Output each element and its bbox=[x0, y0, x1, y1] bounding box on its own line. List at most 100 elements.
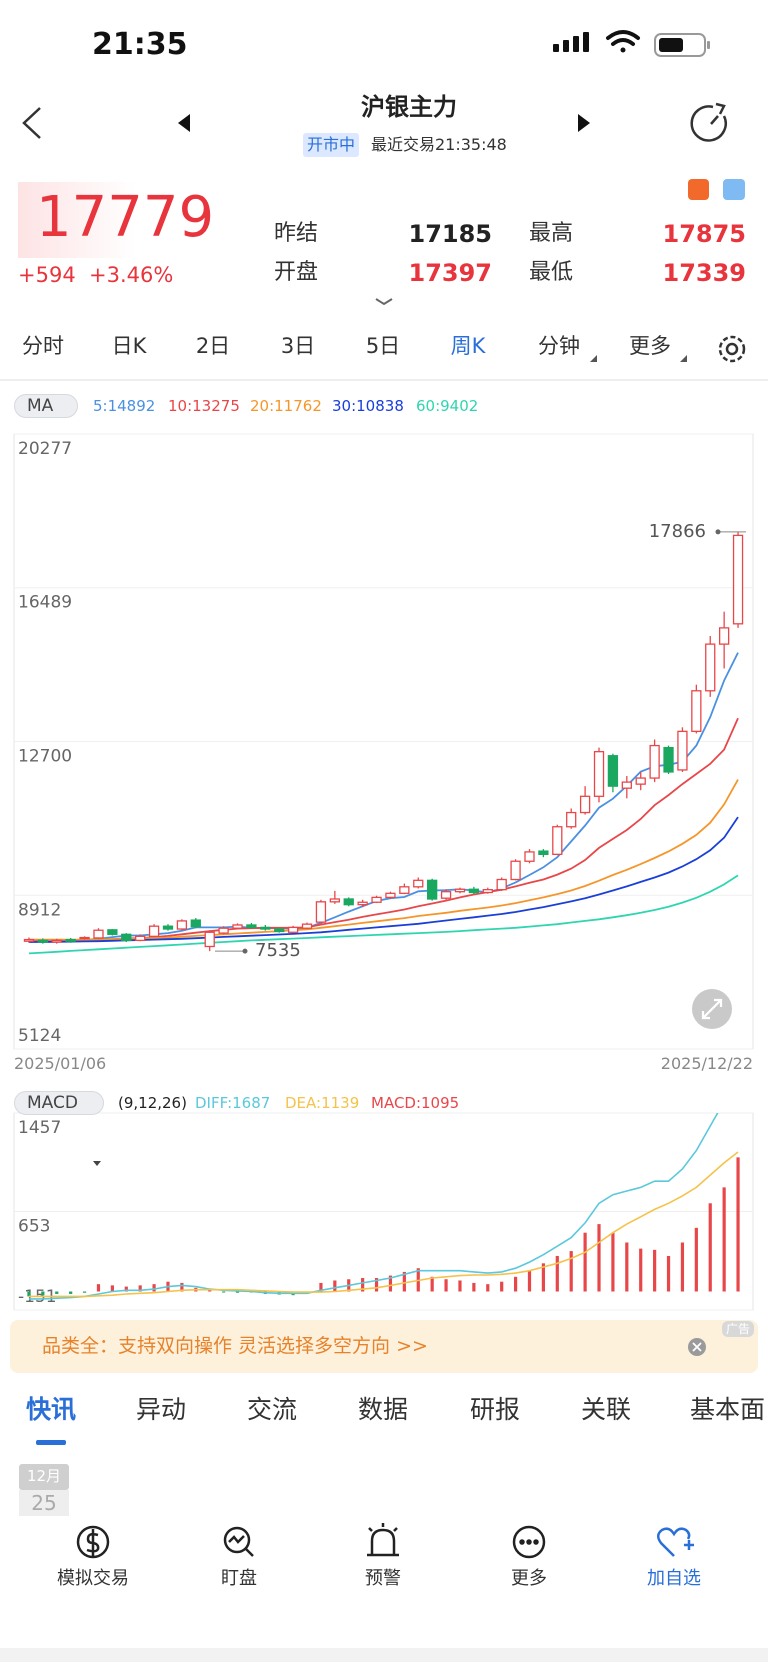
candle-body bbox=[677, 730, 688, 771]
news-tab-active[interactable]: 快讯 bbox=[25, 1395, 77, 1424]
settings-button[interactable] bbox=[718, 335, 746, 363]
candle-body bbox=[107, 929, 118, 935]
macd-bar bbox=[208, 1290, 212, 1292]
quote-value: 17339 bbox=[662, 259, 747, 287]
dropdown-arrow bbox=[93, 1161, 101, 1166]
macd-params: (9,12,26) bbox=[118, 1094, 187, 1112]
fullscreen-button[interactable] bbox=[692, 989, 732, 1029]
candle-body bbox=[329, 898, 340, 903]
candle-body bbox=[315, 901, 327, 923]
quote-value: 17875 bbox=[662, 220, 747, 248]
y-tick-label: 5124 bbox=[18, 1026, 61, 1046]
watch-icon[interactable] bbox=[223, 1526, 254, 1557]
period-tab[interactable]: 3日 bbox=[280, 334, 316, 358]
battery-icon bbox=[654, 33, 710, 57]
more-icon[interactable] bbox=[512, 1525, 546, 1559]
macd-bar bbox=[361, 1278, 365, 1292]
quote-label: 最高 bbox=[529, 221, 574, 246]
candle-body bbox=[663, 746, 674, 773]
candle-body bbox=[23, 938, 35, 942]
ad-close[interactable] bbox=[688, 1338, 706, 1356]
period-tab[interactable]: 分时 bbox=[22, 334, 64, 358]
next-contract[interactable] bbox=[578, 114, 590, 132]
main-indicator-select[interactable]: MA bbox=[14, 394, 78, 418]
quote-label: 昨结 bbox=[274, 221, 319, 246]
favorite-icon[interactable] bbox=[657, 1527, 694, 1557]
candle-body bbox=[274, 928, 285, 933]
tab-dropdown bbox=[680, 355, 687, 362]
sub-indicator-select[interactable]: MACD bbox=[14, 1091, 104, 1115]
news-tab[interactable]: 数据 bbox=[357, 1395, 409, 1424]
end-date: 2025/12/22 bbox=[660, 1054, 753, 1073]
candle-body bbox=[385, 892, 396, 899]
y-tick-label: 12700 bbox=[18, 747, 72, 767]
period-tab[interactable]: 5日 bbox=[365, 334, 401, 358]
alert-icon[interactable] bbox=[367, 1523, 399, 1557]
macd-bar bbox=[527, 1270, 532, 1292]
macd-bar bbox=[736, 1157, 740, 1292]
expand-quote[interactable] bbox=[375, 298, 393, 306]
macd-bar bbox=[555, 1255, 559, 1292]
macd-bar bbox=[458, 1280, 462, 1292]
news-tab[interactable]: 异动 bbox=[135, 1395, 187, 1424]
date-day: 25 bbox=[31, 1491, 57, 1515]
chart-icon[interactable] bbox=[723, 179, 745, 200]
macd-line bbox=[29, 1113, 719, 1300]
simulate-icon[interactable] bbox=[76, 1525, 110, 1559]
macd-plot bbox=[27, 1113, 740, 1300]
back-button[interactable] bbox=[22, 107, 41, 139]
period-tab[interactable]: 日K bbox=[111, 334, 147, 358]
bottom-action[interactable]: 盯盘 bbox=[221, 1568, 257, 1589]
bottom-action[interactable]: 预警 bbox=[365, 1568, 401, 1589]
period-tab[interactable]: 分钟 bbox=[538, 334, 580, 358]
macd-bar bbox=[180, 1282, 184, 1292]
macd-bar bbox=[500, 1281, 504, 1292]
news-tab[interactable]: 研报 bbox=[469, 1395, 521, 1424]
candle-body bbox=[93, 929, 104, 939]
news-tab[interactable]: 关联 bbox=[580, 1395, 632, 1424]
ad-banner[interactable] bbox=[10, 1320, 758, 1373]
candle-body bbox=[301, 923, 313, 929]
ad-tag: 广告 bbox=[722, 1321, 755, 1337]
max-label: 17866 bbox=[649, 521, 706, 542]
macd-bar bbox=[110, 1285, 114, 1292]
candle-body bbox=[524, 851, 535, 862]
candle-body bbox=[454, 888, 466, 893]
candle-body bbox=[121, 933, 132, 942]
macd-bar bbox=[96, 1284, 101, 1292]
candle-body bbox=[246, 924, 257, 929]
macd-bar bbox=[69, 1291, 73, 1294]
bottom-action[interactable]: 更多 bbox=[511, 1568, 547, 1589]
quote-value: 17397 bbox=[408, 259, 493, 287]
start-date: 2025/01/06 bbox=[14, 1054, 107, 1073]
news-tab[interactable]: 基本面 bbox=[690, 1395, 766, 1424]
macd-bar bbox=[55, 1291, 59, 1294]
tool-icon[interactable] bbox=[688, 179, 709, 200]
prev-contract[interactable] bbox=[178, 114, 190, 132]
candle-body bbox=[51, 939, 62, 943]
macd-bar bbox=[708, 1203, 712, 1292]
macd-legend: DIFF:1687 bbox=[195, 1094, 271, 1112]
refresh-button[interactable] bbox=[690, 102, 727, 142]
candle-body bbox=[176, 920, 188, 930]
macd-bar bbox=[694, 1227, 698, 1292]
candle-body bbox=[190, 919, 201, 928]
bottom-action[interactable]: 加自选 bbox=[647, 1568, 701, 1589]
y-tick-label: 16489 bbox=[18, 593, 72, 613]
candle-body bbox=[287, 926, 299, 933]
ad-text[interactable]: 品类全：支持双向操作 灵活选择多空方向 >> bbox=[42, 1335, 428, 1357]
ma-line bbox=[29, 779, 739, 941]
tab-dropdown bbox=[590, 355, 597, 362]
period-tab-active[interactable]: 周K bbox=[450, 334, 486, 358]
period-tab[interactable]: 更多 bbox=[629, 334, 671, 358]
bottom-action[interactable]: 模拟交易 bbox=[57, 1568, 129, 1589]
min-dot bbox=[242, 948, 248, 954]
period-tab[interactable]: 2日 bbox=[195, 334, 231, 358]
candle-body bbox=[593, 751, 605, 797]
macd-legend: DEA:1139 bbox=[285, 1094, 360, 1112]
y-tick-label: 653 bbox=[18, 1217, 50, 1237]
candle-body bbox=[232, 924, 243, 929]
macd-bar bbox=[680, 1242, 685, 1292]
ma-legend: 10:13275 bbox=[168, 397, 240, 415]
news-tab[interactable]: 交流 bbox=[246, 1395, 298, 1424]
